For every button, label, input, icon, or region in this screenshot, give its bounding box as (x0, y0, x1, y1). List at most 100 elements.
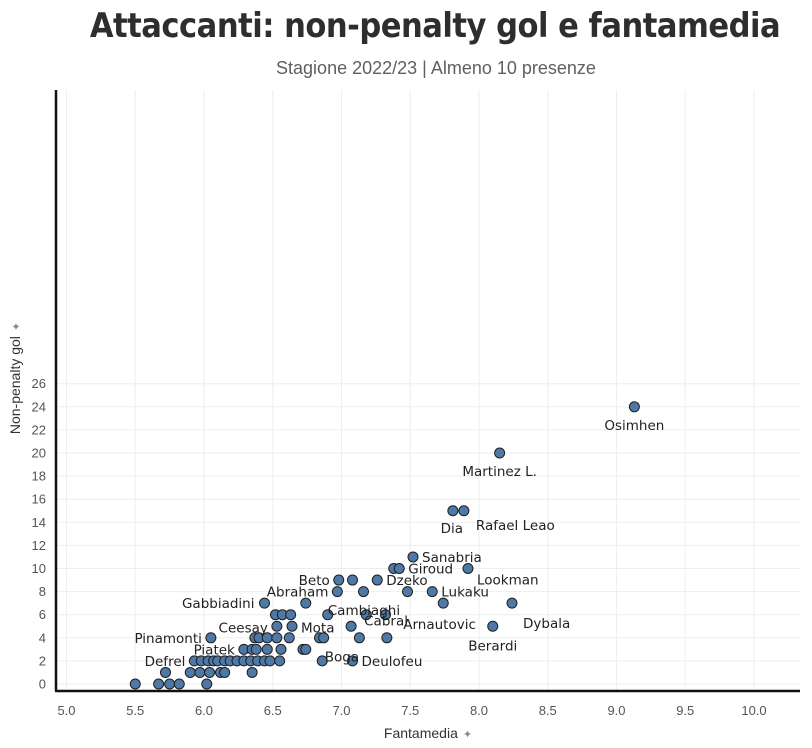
x-tick-label: 6.0 (195, 703, 213, 718)
data-point[interactable] (347, 574, 358, 586)
data-point[interactable] (381, 632, 393, 644)
data-point[interactable] (246, 666, 258, 678)
y-tick-label: 6 (39, 607, 46, 622)
data-point[interactable] (462, 563, 474, 574)
data-point[interactable] (184, 666, 196, 678)
data-point[interactable] (219, 666, 231, 678)
y-tick-label: 0 (39, 677, 46, 692)
data-point[interactable] (494, 447, 506, 459)
point-label: Pinamonti (134, 631, 201, 647)
y-tick-label: 26 (32, 376, 46, 391)
chart-subtitle: Stagione 2022/23 | Almeno 10 presenze (276, 58, 596, 78)
y-tick-label: 14 (32, 515, 46, 530)
point-label: Berardi (468, 638, 517, 654)
x-axis-ticks: 5.0 5.5 6.0 6.5 7.0 7.5 8.0 8.5 9.0 9.5 10.0 (57, 703, 766, 718)
data-point[interactable] (283, 632, 295, 644)
y-tick-label: 2 (39, 653, 46, 668)
data-point[interactable] (300, 643, 312, 655)
y-tick-label: 20 (32, 446, 46, 461)
x-tick-label: 5.0 (57, 703, 75, 718)
data-point[interactable] (353, 632, 365, 644)
point-label: Piatek (194, 642, 235, 658)
data-point[interactable] (458, 505, 470, 517)
x-tick-label: 8.0 (470, 703, 488, 718)
pin-icon[interactable]: ✦ (463, 729, 472, 741)
point-label: Arnautovic (403, 617, 476, 633)
data-point[interactable] (194, 666, 206, 678)
data-point[interactable] (333, 574, 345, 586)
y-axis-title: Non-penalty gol✦ (7, 322, 23, 434)
data-point[interactable] (360, 609, 372, 621)
y-tick-label: 18 (32, 469, 46, 484)
data-point[interactable] (506, 597, 518, 609)
data-point[interactable] (447, 505, 459, 517)
data-point[interactable] (275, 643, 287, 655)
grid-lines (56, 90, 800, 691)
x-tick-label: 10.0 (741, 703, 766, 718)
data-point[interactable] (271, 620, 283, 632)
data-point[interactable] (160, 666, 171, 678)
y-tick-label: 8 (39, 584, 46, 599)
x-tick-label: 7.5 (401, 703, 419, 718)
data-point[interactable] (322, 609, 334, 621)
data-point[interactable] (628, 401, 640, 413)
data-point[interactable] (402, 586, 413, 598)
data-point[interactable] (318, 632, 330, 644)
data-point[interactable] (204, 666, 215, 678)
data-point[interactable] (358, 586, 369, 598)
data-point[interactable] (201, 678, 213, 690)
data-point[interactable] (426, 586, 438, 598)
data-point[interactable] (164, 678, 176, 690)
data-point[interactable] (153, 678, 165, 690)
point-label: Osimhen (604, 418, 664, 434)
data-point[interactable] (250, 643, 262, 655)
data-point[interactable] (300, 597, 312, 609)
data-point[interactable] (316, 655, 328, 667)
chart-title: Attaccanti: non-penalty gol e fantamedia (89, 6, 781, 46)
point-label: Ceesay (219, 620, 268, 636)
data-point[interactable] (264, 655, 276, 667)
data-point[interactable] (274, 655, 286, 667)
point-label: Rafael Leao (476, 518, 555, 534)
data-point[interactable] (347, 655, 358, 667)
data-point[interactable] (259, 597, 270, 609)
y-tick-label: 24 (32, 399, 46, 414)
data-point[interactable] (371, 574, 383, 586)
point-label: Mota (301, 620, 334, 636)
point-label: Lukaku (441, 585, 489, 601)
data-point[interactable] (173, 678, 185, 690)
x-tick-label: 8.5 (539, 703, 557, 718)
data-point[interactable] (286, 620, 298, 632)
data-point[interactable] (380, 609, 391, 621)
data-point[interactable] (261, 643, 273, 655)
point-labels: Osimhen Martinez L. Dia Rafael Leao Sanabria… (134, 418, 664, 670)
x-tick-label: 9.5 (676, 703, 694, 718)
point-label: Gabbiadini (182, 596, 255, 612)
point-label: Dzeko (386, 573, 427, 589)
data-point[interactable] (129, 678, 141, 690)
point-label: Martinez L. (462, 464, 537, 480)
data-point[interactable] (331, 586, 343, 598)
x-axis-title: Fantamedia ✦ (384, 725, 472, 741)
data-point[interactable] (205, 632, 217, 644)
data-point[interactable] (487, 620, 499, 632)
data-point[interactable] (285, 609, 297, 621)
point-label: Beto (299, 573, 330, 589)
data-point[interactable] (393, 563, 405, 574)
y-tick-label: 22 (32, 422, 46, 437)
pin-icon[interactable]: ✦ (11, 322, 23, 331)
data-point[interactable] (271, 632, 283, 644)
point-label: Dia (441, 521, 463, 537)
data-point[interactable] (407, 551, 419, 563)
x-tick-label: 9.0 (607, 703, 625, 718)
y-tick-label: 12 (32, 538, 46, 553)
data-point[interactable] (437, 597, 449, 609)
x-tick-label: 5.5 (126, 703, 144, 718)
axes (54, 90, 800, 693)
point-label: Boga (325, 649, 359, 665)
data-point[interactable] (345, 620, 357, 632)
y-tick-label: 10 (32, 561, 46, 576)
y-tick-label: 4 (39, 630, 46, 645)
